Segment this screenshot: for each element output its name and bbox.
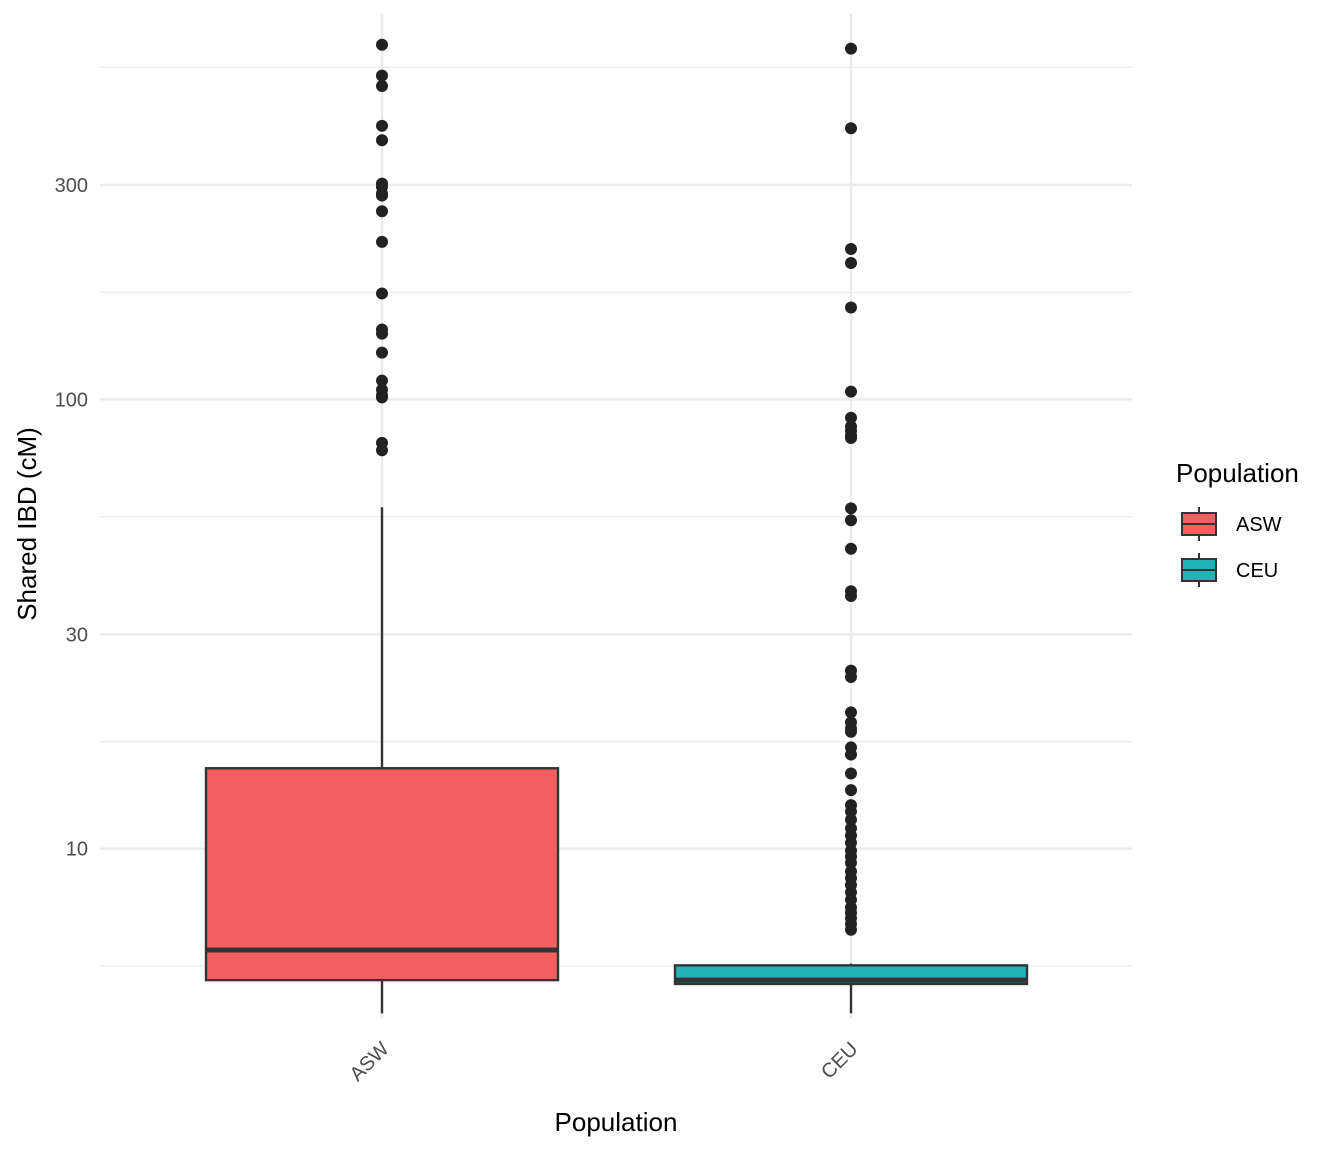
outlier-point-ceu-2 xyxy=(845,242,857,255)
outlier-point-asw-2 xyxy=(376,79,388,92)
outlier-point-asw-0 xyxy=(376,38,388,51)
y-tick-label-300: 300 xyxy=(55,175,88,197)
outlier-point-ceu-24 xyxy=(845,767,857,780)
y-tick-labels: 10 30 100 300 xyxy=(55,175,88,861)
outlier-point-asw-18 xyxy=(376,391,388,404)
outlier-point-ceu-15 xyxy=(845,589,857,602)
outlier-point-ceu-13 xyxy=(845,542,857,555)
x-tick-label-ceu: CEU xyxy=(817,1038,862,1083)
box-asw xyxy=(204,38,560,1014)
box-layer xyxy=(204,38,1029,1014)
box-ceu xyxy=(673,42,1029,1014)
outlier-point-asw-8 xyxy=(376,189,388,202)
iqr-box-asw xyxy=(204,767,560,982)
y-tick-label-30: 30 xyxy=(66,624,88,646)
x-tick-labels: ASW CEU xyxy=(346,1038,863,1086)
y-tick-label-10: 10 xyxy=(66,839,88,861)
outlier-point-asw-10 xyxy=(376,235,388,248)
legend-item-asw: ASW xyxy=(1181,507,1282,541)
outlier-point-asw-4 xyxy=(376,134,388,147)
outlier-point-asw-11 xyxy=(376,287,388,300)
outlier-point-ceu-28 xyxy=(845,813,857,826)
outlier-point-ceu-3 xyxy=(845,257,857,270)
legend-label-ceu: CEU xyxy=(1236,560,1278,582)
outlier-point-asw-15 xyxy=(376,374,388,387)
outlier-point-asw-9 xyxy=(376,205,388,218)
x-tick-label-asw: ASW xyxy=(346,1038,394,1086)
x-axis-title: Population xyxy=(555,1107,678,1137)
outlier-point-asw-3 xyxy=(376,119,388,132)
outlier-point-ceu-5 xyxy=(845,385,857,398)
outlier-point-ceu-25 xyxy=(845,784,857,797)
outlier-point-ceu-21 xyxy=(845,725,857,738)
outlier-point-ceu-0 xyxy=(845,42,857,55)
outlier-point-ceu-12 xyxy=(845,514,857,527)
outlier-point-ceu-10 xyxy=(845,432,857,445)
outlier-point-ceu-27 xyxy=(845,805,857,818)
legend-item-ceu: CEU xyxy=(1181,553,1278,587)
outlier-point-asw-14 xyxy=(376,346,388,359)
y-tick-label-100: 100 xyxy=(55,389,88,411)
outlier-point-ceu-18 xyxy=(845,706,857,719)
legend-title: Population xyxy=(1176,458,1299,488)
outlier-point-ceu-6 xyxy=(845,411,857,424)
outlier-point-ceu-23 xyxy=(845,748,857,761)
legend-label-asw: ASW xyxy=(1236,514,1282,536)
outlier-point-asw-20 xyxy=(376,444,388,457)
outlier-point-asw-13 xyxy=(376,327,388,340)
outlier-point-ceu-34 xyxy=(845,856,857,869)
outlier-point-ceu-17 xyxy=(845,671,857,684)
outlier-point-asw-1 xyxy=(376,69,388,82)
y-axis-title: Shared IBD (cM) xyxy=(12,427,42,621)
outlier-point-ceu-4 xyxy=(845,301,857,314)
outlier-point-ceu-1 xyxy=(845,122,857,135)
outlier-point-ceu-11 xyxy=(845,502,857,515)
legend: Population ASW CEU xyxy=(1176,458,1299,587)
outlier-point-ceu-44 xyxy=(845,923,857,936)
